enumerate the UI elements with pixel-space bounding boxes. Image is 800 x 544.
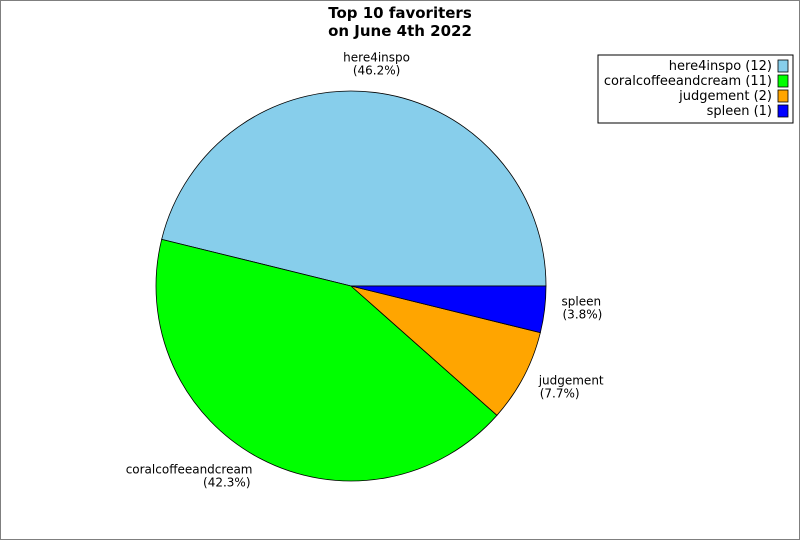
legend: here4inspo (12)coralcoffeeandcream (11)j… bbox=[597, 54, 794, 124]
slice-percent-judgement: (7.7%) bbox=[540, 387, 580, 401]
pie-slice-here4inspo bbox=[161, 90, 547, 287]
slice-label-here4inspo: here4inspo bbox=[343, 51, 410, 65]
legend-label-here4inspo: here4inspo (12) bbox=[669, 59, 772, 74]
slice-percent-coralcoffeeandcream: (42.3%) bbox=[203, 476, 250, 490]
legend-swatch-judgement bbox=[777, 89, 789, 103]
slice-percent-here4inspo: (46.2%) bbox=[353, 64, 400, 78]
pie-slice-spleen bbox=[350, 285, 547, 334]
legend-label-judgement: judgement (2) bbox=[678, 89, 772, 104]
slice-percent-spleen: (3.8%) bbox=[563, 308, 603, 322]
chart-title-line-2: on June 4th 2022 bbox=[328, 22, 472, 40]
pie-slice-judgement bbox=[350, 285, 541, 416]
pie-slices bbox=[155, 90, 547, 482]
legend-box bbox=[597, 54, 794, 124]
chart-title-line-1: Top 10 favoriters bbox=[328, 4, 472, 22]
slice-labels: here4inspo(46.2%) coralcoffeeandcream(42.… bbox=[126, 51, 604, 490]
legend-label-spleen: spleen (1) bbox=[707, 104, 772, 119]
legend-label-coralcoffeeandcream: coralcoffeeandcream (11) bbox=[604, 74, 772, 89]
legend-swatch-coralcoffeeandcream bbox=[777, 74, 789, 88]
slice-label-judgement: judgement bbox=[538, 374, 604, 388]
legend-swatch-here4inspo bbox=[777, 59, 789, 73]
slice-label-spleen: spleen bbox=[562, 295, 602, 309]
slice-label-coralcoffeeandcream: coralcoffeeandcream bbox=[126, 463, 253, 477]
legend-swatch-spleen bbox=[777, 104, 789, 118]
pie-slice-coralcoffeeandcream bbox=[155, 238, 498, 482]
